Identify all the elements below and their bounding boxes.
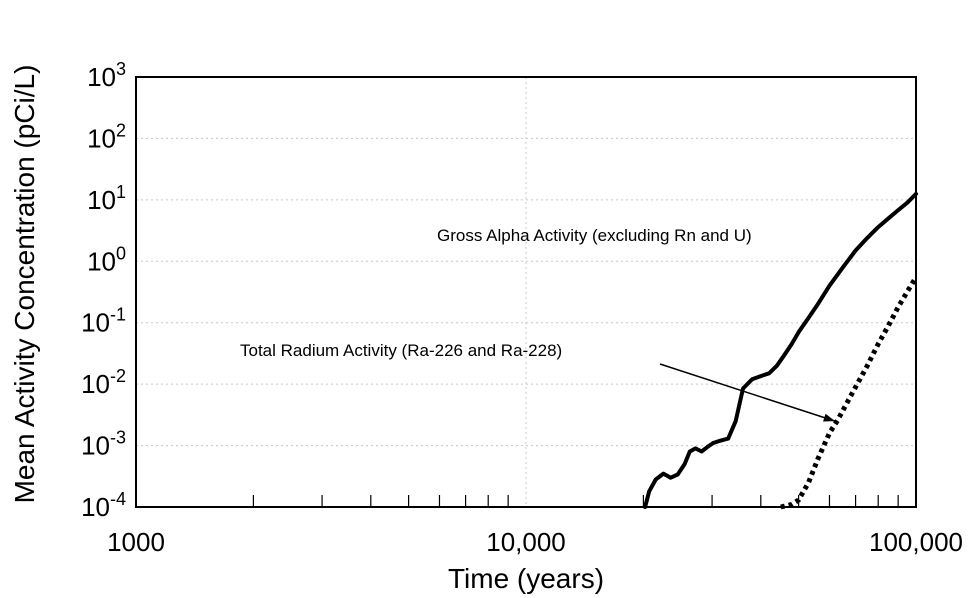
gross-alpha-line (643, 191, 918, 509)
y-tick-base: 10 (81, 308, 110, 338)
y-tick-label: 10-2 (81, 366, 126, 399)
total-radium-line (780, 275, 919, 510)
y-tick-label: 101 (87, 182, 126, 215)
plot-frame (135, 76, 917, 508)
y-tick-base: 10 (81, 369, 110, 399)
x-tick-label: 1000 (107, 527, 165, 557)
y-tick-exponent: -4 (110, 489, 126, 509)
y-tick-label: 103 (87, 59, 126, 92)
y-tick-label: 10-1 (81, 305, 126, 338)
radium-pointer-arrow (659, 363, 836, 422)
x-tick-label: 10,000 (486, 527, 566, 557)
y-tick-base: 10 (87, 185, 116, 215)
x-tick-label: 100,000 (869, 527, 963, 557)
gross-alpha-label: Gross Alpha Activity (excluding Rn and U… (437, 226, 752, 245)
y-tick-label: 10-4 (81, 489, 126, 522)
arrow-shaft (659, 363, 836, 422)
arrow-head (823, 413, 836, 422)
y-tick-exponent: 0 (116, 243, 126, 263)
y-tick-label: 10-3 (81, 428, 126, 461)
y-tick-exponent: -3 (110, 428, 126, 448)
y-tick-exponent: 3 (116, 59, 126, 79)
total-radium-label: Total Radium Activity (Ra-226 and Ra-228… (240, 341, 562, 360)
y-axis-title: Mean Activity Concentration (pCi/L) (9, 65, 40, 504)
y-tick-exponent: 1 (116, 182, 126, 202)
y-tick-base: 10 (87, 246, 116, 276)
x-tick-labels: 1000 10,000 100,000 (107, 527, 963, 557)
y-tick-base: 10 (81, 492, 110, 522)
y-tick-exponent: 2 (116, 120, 126, 140)
y-tick-label: 102 (87, 120, 126, 153)
y-tick-label: 100 (87, 243, 126, 276)
y-tick-exponent: -1 (110, 305, 126, 325)
grid-layer (136, 77, 916, 507)
y-tick-base: 10 (87, 123, 116, 153)
series-layer (643, 191, 919, 510)
y-tick-exponent: -2 (110, 366, 126, 386)
x-axis-title: Time (years) (448, 563, 604, 594)
y-tick-base: 10 (87, 62, 116, 92)
minor-ticks (252, 495, 899, 507)
y-tick-base: 10 (81, 431, 110, 461)
